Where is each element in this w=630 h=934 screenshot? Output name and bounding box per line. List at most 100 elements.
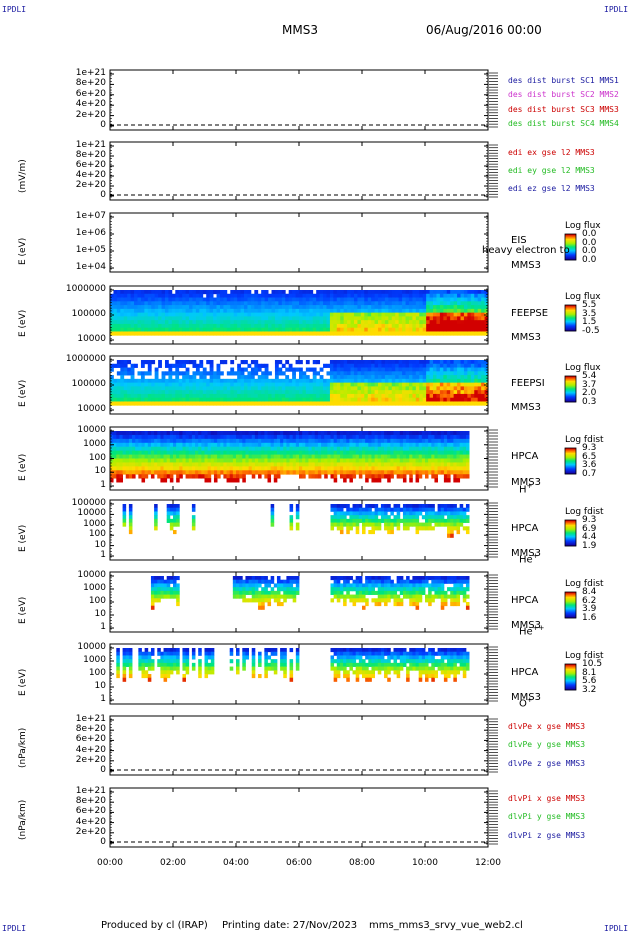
colorbar-title: Log fdist xyxy=(565,507,604,517)
ytick-label: 1e+04 xyxy=(75,262,106,272)
colorbar-tick: 1.6 xyxy=(582,613,597,623)
ytick-label: 0 xyxy=(100,765,106,775)
panel-p7 xyxy=(109,499,577,561)
corner-label-bottom-left: IPDLI xyxy=(2,924,27,933)
colorbar-p8 xyxy=(564,591,577,619)
colorbar-p6 xyxy=(564,447,577,475)
legend-entry-p10: dlvPe y gse MMS3 xyxy=(508,740,586,750)
legend-entry-p10: dlvPe z gse MMS3 xyxy=(508,758,586,768)
ylabel-p9: E (eV) xyxy=(18,668,28,696)
spacecraft-label: MMS3 xyxy=(511,260,541,272)
legend-entry-p11: dlvPi z gse MMS3 xyxy=(508,830,586,840)
colorbar-tick: -0.5 xyxy=(582,326,600,336)
ylabel-p4: E (eV) xyxy=(18,309,28,337)
panel-frame-p3 xyxy=(109,212,489,273)
ytick-label: 2e+20 xyxy=(75,826,106,837)
colorbar-tick: 0.7 xyxy=(582,469,597,479)
ytick-label: 1e+21 xyxy=(75,68,106,78)
colorbar-tick: 5.5 xyxy=(582,300,597,310)
ytick-label: 10000 xyxy=(77,404,106,414)
panel-p2 xyxy=(109,141,498,201)
ytick-label: 6e+20 xyxy=(75,806,106,817)
panel-frame-p2 xyxy=(109,141,489,201)
legend-entry-p11: dlvPi y gse MMS3 xyxy=(508,812,586,822)
spacecraft-label: MMS3 xyxy=(511,692,541,703)
ytick-label: 1e+21 xyxy=(75,140,106,150)
ytick-label: 1 xyxy=(100,550,106,560)
colorbar-title: Log flux xyxy=(565,363,601,373)
ylabel-p3: E (eV) xyxy=(18,237,28,265)
species-label: O+ xyxy=(519,696,533,709)
spacecraft-label: MMS3 xyxy=(511,332,541,344)
ytick-label: 10000 xyxy=(77,642,106,652)
species-label: He++ xyxy=(519,624,544,637)
colorbar-tick: 9.3 xyxy=(582,515,597,525)
ytick-label: 100000 xyxy=(71,309,106,319)
legend-entry-p11: dlvPi x gse MMS3 xyxy=(508,794,586,803)
xtick-label: 12:00 xyxy=(475,858,501,868)
ytick-label: 4e+20 xyxy=(75,170,106,180)
ytick-label: 2e+20 xyxy=(75,109,106,120)
legend-entry-p1: des dist burst SC1 MMS1 xyxy=(508,76,619,85)
ytick-label: 4e+20 xyxy=(75,816,106,827)
panel-frame-p11 xyxy=(109,787,489,848)
panel-p3 xyxy=(109,212,577,273)
panel-p10 xyxy=(109,715,498,776)
spectrogram-p8 xyxy=(150,576,470,610)
colorbar-tick: 6.2 xyxy=(582,595,597,606)
ytick-label: 100 xyxy=(88,529,106,540)
spectrogram-p9 xyxy=(116,648,470,682)
ytick-label: 10 xyxy=(94,466,106,477)
ytick-label: 100000 xyxy=(71,379,106,389)
ytick-label: 4e+20 xyxy=(75,99,106,110)
colorbar-tick: 1.5 xyxy=(582,317,597,328)
spacecraft-label: MMS3 xyxy=(511,620,541,631)
ytick-label: 1e+05 xyxy=(75,245,106,255)
corner-label-top-left: IPDLI xyxy=(2,5,27,14)
species-label: He+ xyxy=(519,552,539,565)
colorbar-p3 xyxy=(564,233,577,261)
ytick-label: 1e+21 xyxy=(75,714,106,724)
overlay-label: heavy electron to xyxy=(482,245,570,257)
species-charge: + xyxy=(526,482,533,490)
legend-entry-p2: edi ey gse l2 MMS3 xyxy=(508,166,595,176)
ytick-label: 1 xyxy=(100,480,106,490)
ytick-label: 10000 xyxy=(77,508,106,519)
legend-entry-p2: edi ex gse l2 MMS3 xyxy=(508,148,595,157)
colorbar-p7 xyxy=(564,519,577,547)
ytick-label: 0 xyxy=(100,120,106,130)
colorbar-tick: 3.2 xyxy=(582,685,597,695)
ytick-label: 2e+20 xyxy=(75,180,106,190)
colorbar-tick: 8.1 xyxy=(582,667,597,678)
ytick-label: 8e+20 xyxy=(75,78,106,89)
instrument-label: EIS xyxy=(511,235,527,247)
species-name: He xyxy=(519,626,533,638)
corner-label-top-right: IPDLI xyxy=(604,5,629,14)
panel-p6 xyxy=(109,426,577,491)
ytick-label: 1000 xyxy=(83,518,106,529)
ytick-label: 10 xyxy=(94,539,106,550)
colorbar-tick: 3.7 xyxy=(582,379,597,390)
ytick-label: 8e+20 xyxy=(75,724,106,735)
ytick-label: 6e+20 xyxy=(75,160,106,170)
spacecraft-label: MMS3 xyxy=(511,477,541,489)
colorbar-tick: 5.6 xyxy=(582,676,597,687)
species-label: H+ xyxy=(519,482,532,495)
ylabel-p11: (nPa/km) xyxy=(18,799,28,840)
spectrogram-p7 xyxy=(122,504,470,538)
ylabel-p8: E (eV) xyxy=(18,596,28,624)
colorbar-tick: 0.0 xyxy=(582,255,597,265)
colorbar-title: Log flux xyxy=(565,221,601,231)
instrument-label: HPCA xyxy=(511,522,539,534)
ytick-label: 1e+21 xyxy=(75,786,106,796)
species-charge: ++ xyxy=(532,624,545,632)
colorbar-tick: 0.0 xyxy=(582,229,597,239)
colorbar-title: Log flux xyxy=(565,292,601,302)
xtick-label: 06:00 xyxy=(286,858,312,868)
colorbar-tick: 10.5 xyxy=(582,659,603,669)
legend-entry-p1: des dist burst SC4 MMS4 xyxy=(508,118,619,128)
ytick-label: 1000000 xyxy=(65,354,106,364)
species-charge: + xyxy=(532,552,539,560)
ytick-label: 100 xyxy=(88,668,106,678)
